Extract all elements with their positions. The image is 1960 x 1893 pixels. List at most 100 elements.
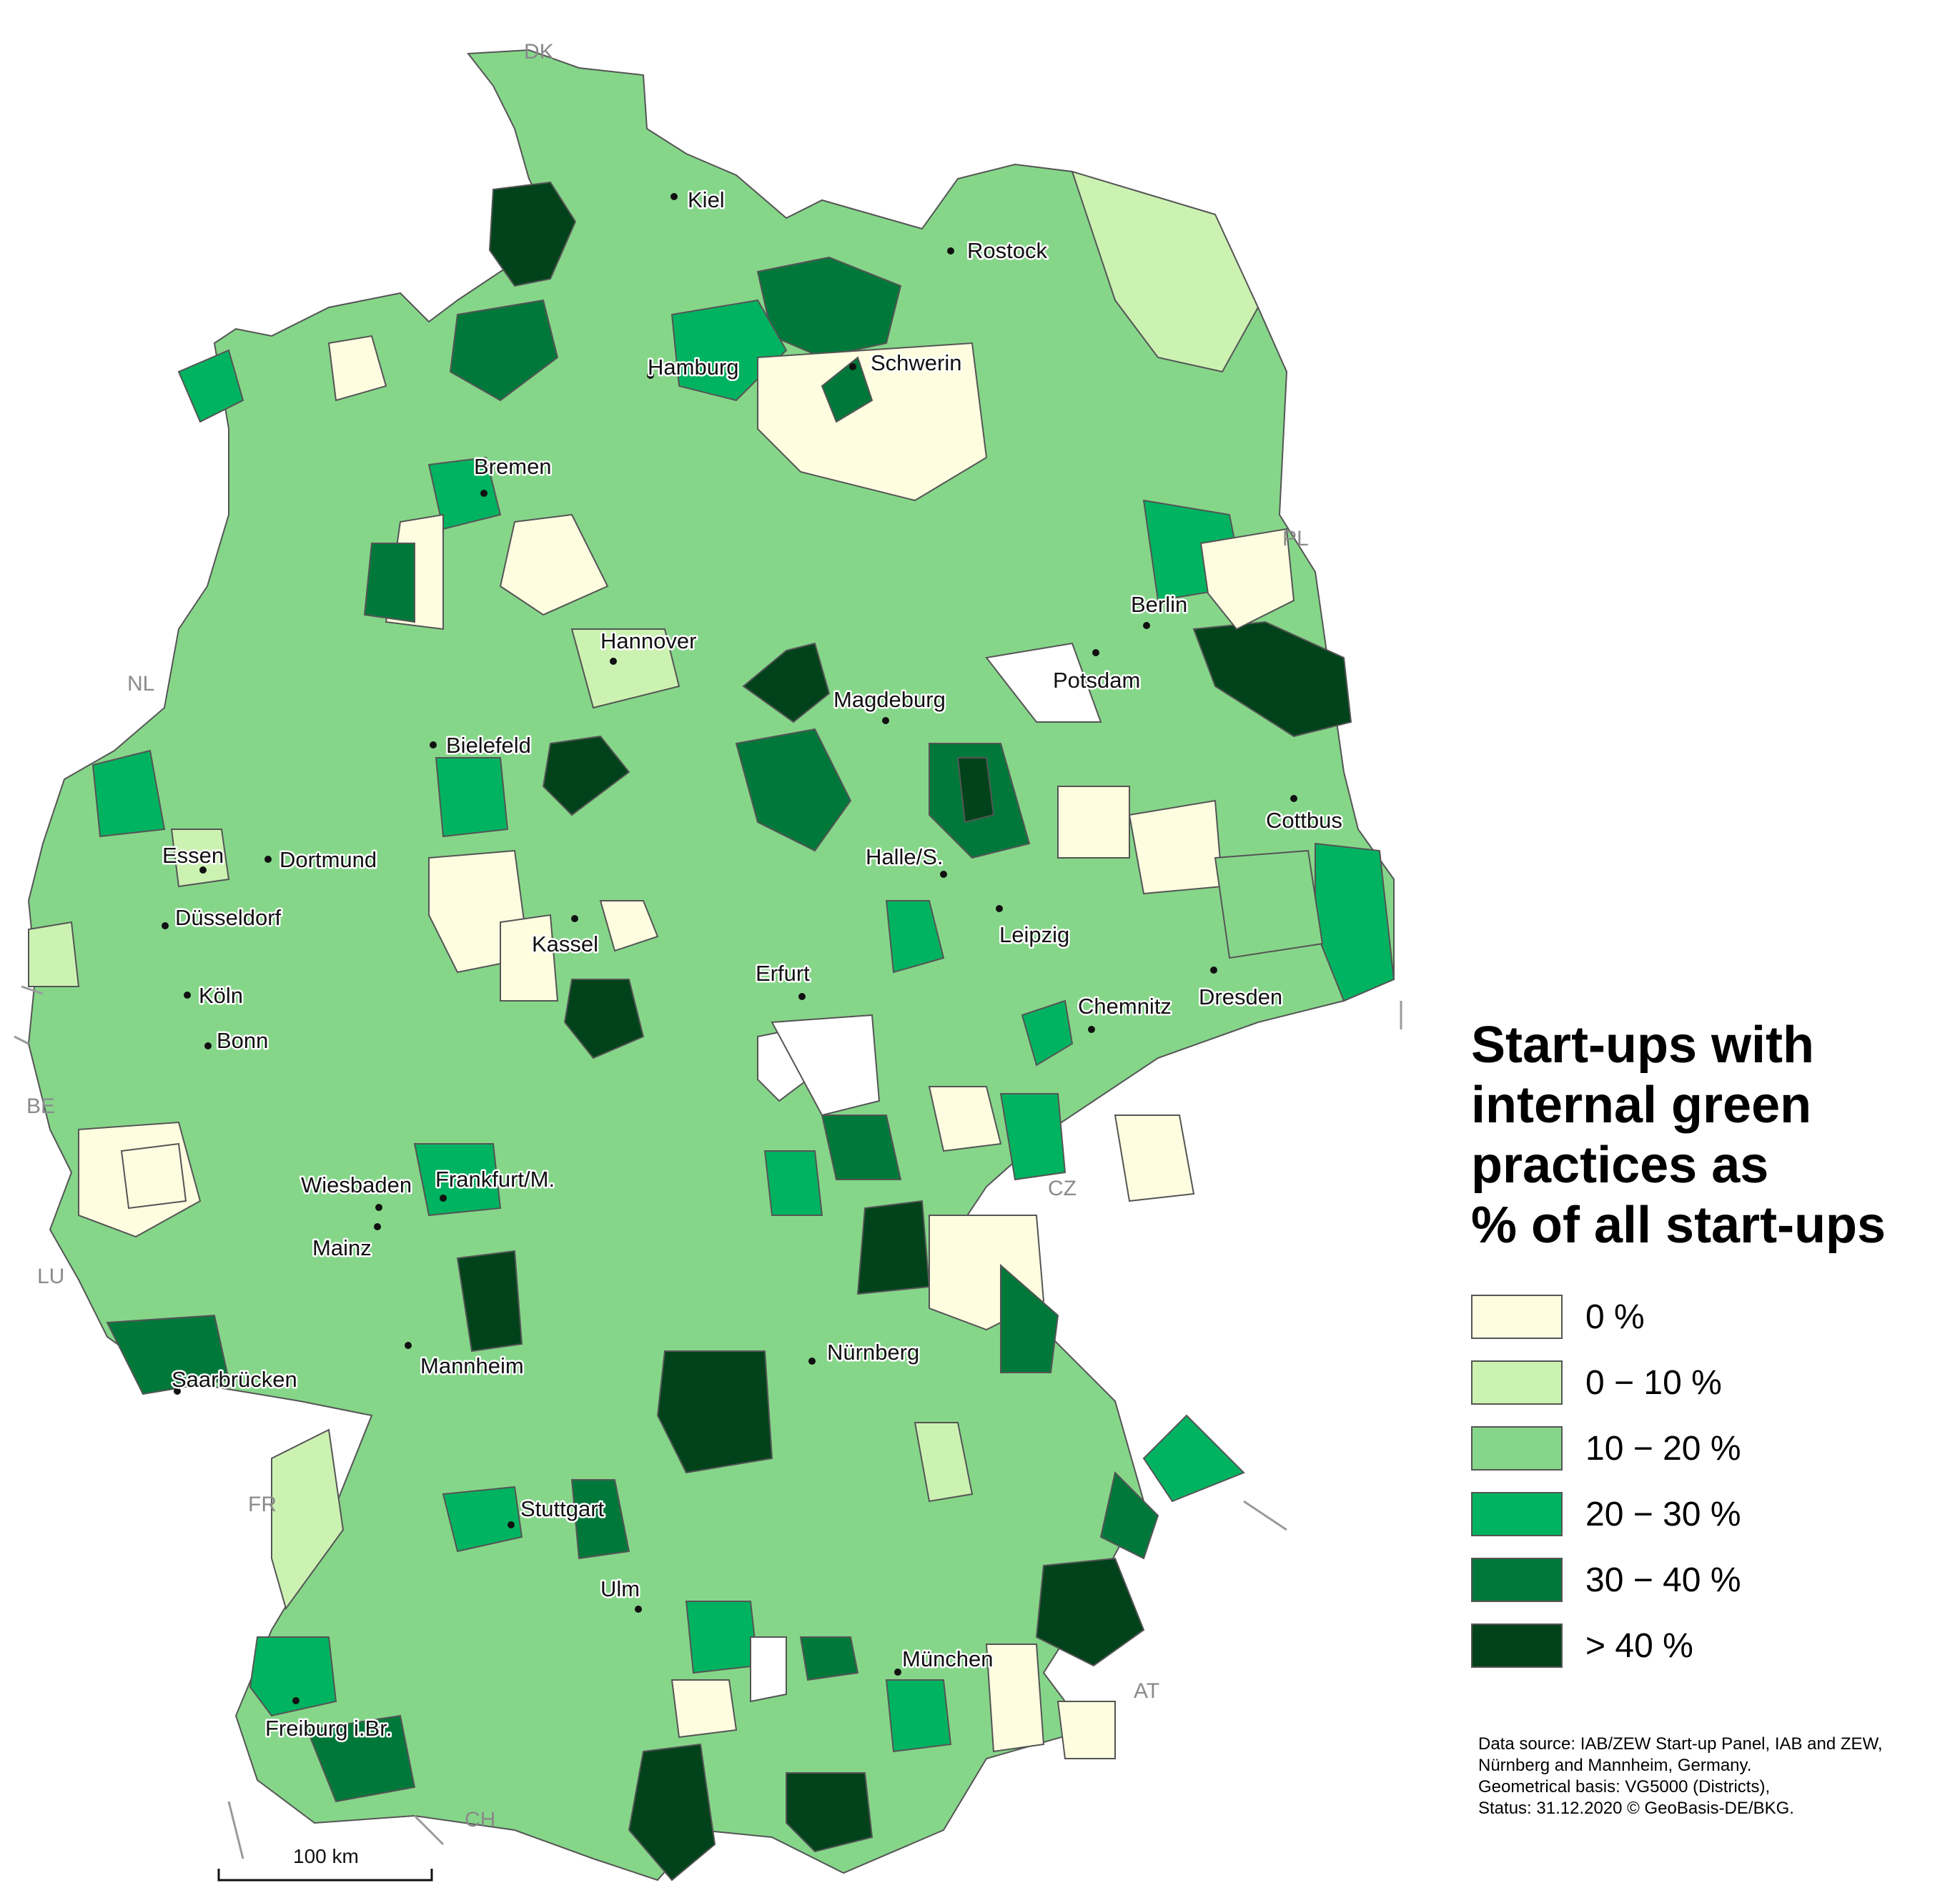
- border-line: [413, 1814, 445, 1846]
- district: [563, 979, 645, 1059]
- city-label: Cottbus: [1266, 808, 1342, 833]
- district: [435, 757, 509, 838]
- city-label: Bielefeld: [446, 733, 531, 758]
- district: [1057, 786, 1130, 859]
- district: [1199, 528, 1295, 631]
- border-line: [1243, 1500, 1287, 1531]
- city-label: Hannover: [600, 628, 696, 653]
- district: [363, 543, 415, 623]
- district: [570, 628, 680, 709]
- district: [170, 829, 230, 888]
- legend-title: Start-ups with internal green practices …: [1471, 1015, 1929, 1255]
- district: [1214, 849, 1324, 959]
- city-label: Essen: [162, 843, 224, 868]
- city-dot: [947, 247, 954, 254]
- city-label: München: [902, 1646, 994, 1671]
- border-line: [14, 1035, 29, 1045]
- district: [271, 1428, 345, 1611]
- city-label: Berlin: [1131, 592, 1187, 617]
- city-dot: [480, 490, 487, 497]
- country-label: AT: [1134, 1679, 1159, 1703]
- border-line: [21, 985, 44, 995]
- city-dot: [670, 193, 678, 200]
- city-dot: [1143, 622, 1150, 629]
- border-line: [227, 1801, 244, 1859]
- city-dot: [292, 1697, 300, 1704]
- city-label: Dresden: [1199, 984, 1282, 1009]
- district: [28, 921, 80, 987]
- source-note: Data source: IAB/ZEW Start-up Panel, IAB…: [1478, 1734, 1950, 1819]
- country-label: PL: [1282, 527, 1309, 550]
- district: [771, 1014, 881, 1117]
- district: [821, 356, 873, 423]
- city-label: Stuttgart: [520, 1496, 605, 1521]
- district: [249, 1636, 337, 1717]
- country-label: CZ: [1048, 1177, 1076, 1200]
- city-dot: [798, 993, 806, 1000]
- country-label: CH: [465, 1808, 495, 1832]
- legend-swatch: [1471, 1558, 1563, 1602]
- legend-label: 10 − 20 %: [1585, 1429, 1741, 1468]
- district: [1114, 1114, 1195, 1202]
- city-dot: [204, 1042, 212, 1049]
- district-regions: [28, 170, 1395, 1882]
- city-label: Düsseldorf: [175, 905, 282, 930]
- district: [442, 1486, 523, 1553]
- district: [488, 181, 577, 287]
- city-label: Bonn: [217, 1028, 268, 1053]
- city-dot: [1092, 649, 1099, 656]
- legend-swatch: [1471, 1295, 1563, 1339]
- city-dot: [1088, 1026, 1095, 1033]
- legend-item: 10 − 20 %: [1471, 1415, 1929, 1481]
- district: [628, 1743, 716, 1882]
- district: [685, 1601, 759, 1674]
- legend-label: 20 − 30 %: [1585, 1495, 1741, 1533]
- city-dot: [162, 922, 169, 929]
- city-label: Ulm: [600, 1576, 640, 1601]
- district: [1099, 1471, 1159, 1560]
- source-line: Status: 31.12.2020 © GeoBasis-DE/BKG.: [1478, 1799, 1794, 1818]
- source-line: Data source: IAB/ZEW Start-up Panel, IAB…: [1478, 1734, 1883, 1754]
- district: [1128, 799, 1224, 895]
- district: [885, 1679, 952, 1753]
- district: [742, 642, 831, 723]
- legend: Start-ups with internal green practices …: [1471, 1015, 1929, 1679]
- legend-item: 20 − 30 %: [1471, 1481, 1929, 1547]
- district: [456, 1250, 523, 1353]
- legend-title-line: practices as: [1471, 1137, 1769, 1194]
- district: [1071, 170, 1259, 373]
- district: [985, 642, 1102, 723]
- city-label: Rostock: [967, 238, 1047, 263]
- legend-title-line: % of all start-ups: [1471, 1197, 1886, 1254]
- district: [799, 1636, 859, 1681]
- legend-swatch: [1471, 1360, 1563, 1405]
- city-dot: [174, 1388, 181, 1395]
- district: [120, 1142, 187, 1210]
- city-dot: [375, 1204, 382, 1211]
- city-dot: [635, 1606, 642, 1613]
- district: [1021, 999, 1074, 1067]
- legend-swatch: [1471, 1623, 1563, 1668]
- city-label: Bremen: [474, 454, 552, 479]
- legend-swatch: [1471, 1492, 1563, 1536]
- district: [500, 914, 559, 1002]
- city-label: Frankfurt/M.: [435, 1167, 555, 1192]
- city-dot: [184, 992, 191, 999]
- city-dot: [440, 1195, 447, 1202]
- city-label: Schwerin: [871, 350, 962, 375]
- district: [413, 1143, 502, 1217]
- legend-swatch: [1471, 1426, 1563, 1471]
- scale-bar: 100 km: [217, 1845, 433, 1882]
- city-dot: [996, 905, 1003, 912]
- city-dot: [199, 866, 207, 874]
- city-label: Kiel: [688, 187, 725, 212]
- district: [928, 1086, 1002, 1152]
- legend-label: 30 − 40 %: [1585, 1561, 1741, 1599]
- district: [1035, 1557, 1145, 1667]
- district: [985, 1644, 1045, 1753]
- legend-title-line: Start-ups with: [1471, 1017, 1814, 1074]
- district: [106, 1314, 230, 1395]
- country-label: LU: [37, 1265, 64, 1288]
- district: [1000, 1263, 1059, 1373]
